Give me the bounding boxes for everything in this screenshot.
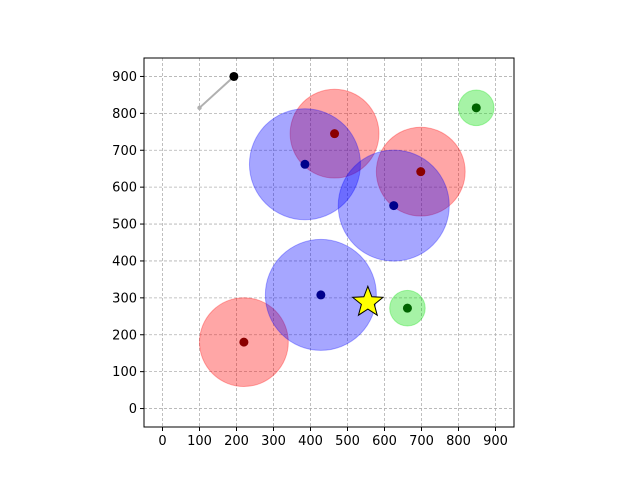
x-tick-label: 700 (409, 434, 434, 449)
x-tick-label: 500 (335, 434, 360, 449)
y-tick-label: 0 (129, 402, 137, 417)
x-tick-label: 600 (372, 434, 397, 449)
red-zone-center (330, 129, 340, 139)
x-tick-label: 300 (261, 434, 286, 449)
green-zone-center (402, 303, 412, 313)
marker-layer (197, 71, 481, 347)
tick-layer: 0 100 200 300 400 500 600 700 800 900 0 100 200 300 40… (112, 70, 508, 449)
y-tick-label: 100 (112, 365, 137, 380)
y-tick-label: 500 (112, 218, 137, 233)
agent-marker (229, 71, 239, 81)
grid-layer (144, 58, 514, 427)
x-tick-label: 100 (187, 434, 212, 449)
y-tick-label: 200 (112, 328, 137, 343)
blue-zone-center (389, 201, 399, 211)
y-tick-label: 900 (112, 70, 137, 85)
y-tick-label: 800 (112, 107, 137, 122)
trail-line (198, 75, 235, 109)
y-tick-label: 600 (112, 181, 137, 196)
blue-zone-center (316, 290, 326, 300)
blue-zone-center (300, 159, 310, 169)
y-tick-label: 300 (112, 291, 137, 306)
goal-star-marker (351, 284, 385, 317)
red-zone-center (239, 337, 249, 347)
x-tick-label: 800 (446, 434, 471, 449)
y-tick-label: 700 (112, 144, 137, 159)
red-zone-center (416, 167, 426, 177)
y-tick-label: 400 (112, 254, 137, 269)
x-tick-label: 900 (483, 434, 508, 449)
x-tick-label: 400 (298, 434, 323, 449)
trail-start-point (197, 105, 202, 111)
x-tick-label: 200 (224, 434, 249, 449)
x-tick-label: 0 (158, 434, 166, 449)
axes-frame (143, 57, 515, 428)
green-zone-center (471, 103, 481, 113)
